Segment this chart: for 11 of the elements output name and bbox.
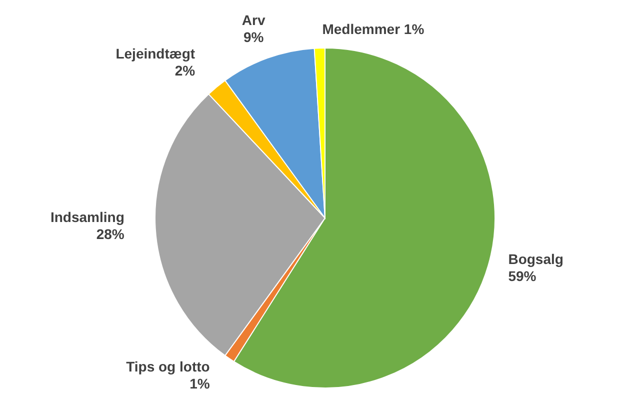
slice-label: Tips og lotto bbox=[126, 358, 210, 375]
data-label: 59% bbox=[508, 268, 537, 284]
data-label: 2% bbox=[174, 62, 196, 78]
data-label: 1% bbox=[190, 376, 210, 392]
data-label: 9% bbox=[243, 29, 264, 46]
data-label: 28% bbox=[96, 226, 125, 242]
slice-label: Arv bbox=[242, 12, 266, 28]
slice-label: Medlemmer 1% bbox=[322, 21, 425, 38]
slice-label: Bogsalg bbox=[508, 251, 564, 268]
slice-label: Lejeindtægt bbox=[116, 45, 196, 62]
slice-label: Indsamling bbox=[50, 208, 124, 225]
